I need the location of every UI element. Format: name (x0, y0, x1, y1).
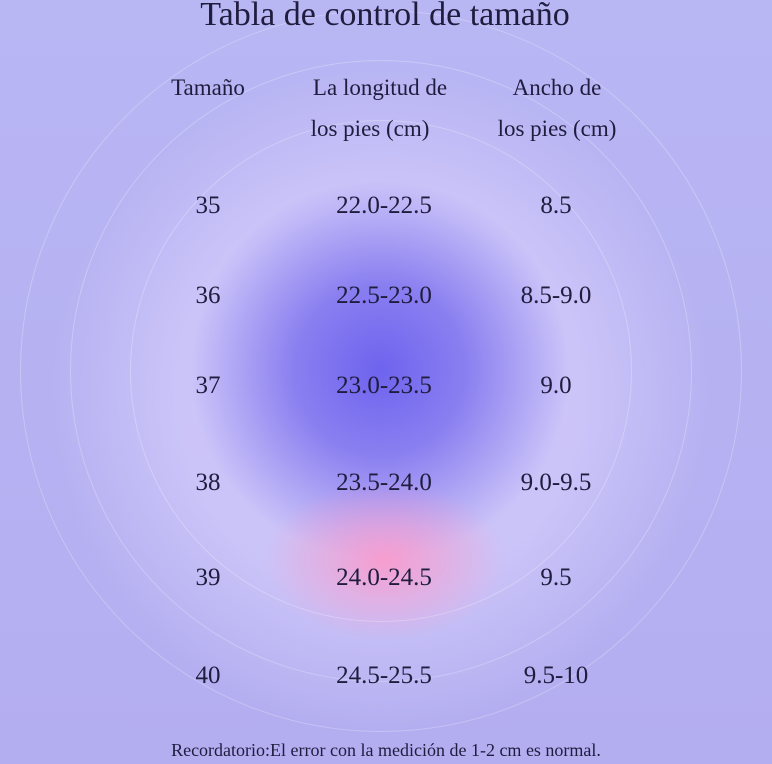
cell-width: 9.5-10 (523, 662, 589, 689)
header-width-line2: los pies (cm) (497, 116, 617, 141)
footer-note: Recordatorio:El error con la medición de… (171, 740, 601, 760)
header-length-line2: los pies (cm) (310, 116, 430, 141)
cell-width: 9.5 (540, 564, 572, 591)
cell-width: 8.5 (540, 192, 572, 219)
cell-length: 24.0-24.5 (336, 564, 432, 591)
cell-size: 35 (195, 192, 221, 219)
cell-length: 23.0-23.5 (336, 372, 432, 399)
header-length-line1: La longitud de (312, 75, 448, 100)
cell-length: 22.5-23.0 (336, 282, 432, 309)
cell-size: 40 (195, 662, 221, 689)
cell-width: 9.0-9.5 (520, 469, 592, 496)
cell-length: 22.0-22.5 (336, 192, 432, 219)
ripple-ring (20, 10, 742, 732)
cell-size: 37 (195, 372, 221, 399)
header-size: Tamaño (171, 75, 245, 100)
cell-length: 24.5-25.5 (336, 662, 432, 689)
header-width-line1: Ancho de (512, 75, 602, 100)
cell-width: 8.5-9.0 (520, 282, 592, 309)
cell-size: 38 (195, 469, 221, 496)
page-title: Tabla de control de tamaño (200, 0, 570, 33)
cell-size: 36 (195, 282, 221, 309)
cell-size: 39 (195, 564, 221, 591)
cell-width: 9.0 (540, 372, 572, 399)
cell-length: 23.5-24.0 (336, 469, 432, 496)
